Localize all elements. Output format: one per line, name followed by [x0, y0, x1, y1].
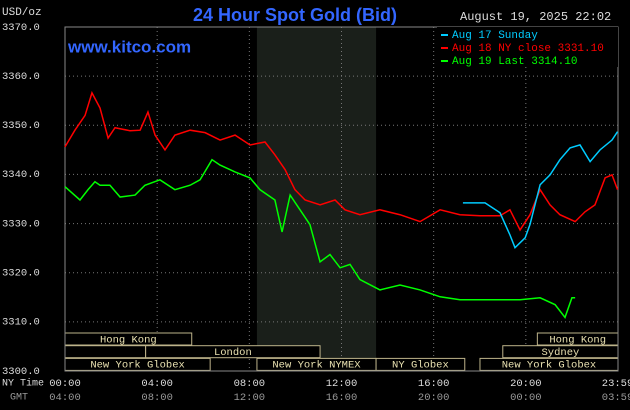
x-tick-label: 04:00: [141, 378, 173, 390]
x2-tick-label: 04:00: [49, 392, 81, 404]
watermark: www.kitco.com: [67, 37, 191, 56]
x2-row-label: GMT: [10, 393, 28, 404]
session-bar: [64, 345, 147, 359]
session-bar: [145, 345, 321, 359]
y-tick-label: 3330.0: [2, 218, 40, 230]
x-tick-label: 20:00: [510, 378, 542, 390]
y-tick-label: 3320.0: [2, 267, 40, 279]
x-tick-label: 08:00: [234, 378, 266, 390]
legend-entry: Aug 18 NY close 3331.10: [452, 43, 604, 55]
legend-entry: Aug 19 Last 3314.10: [452, 56, 577, 68]
session-label: New York Globex: [90, 360, 185, 372]
timestamp: August 19, 2025 22:02: [460, 10, 611, 24]
legend-box: [437, 27, 618, 67]
x2-tick-label: 12:00: [234, 392, 266, 404]
y-tick-label: 3300.0: [2, 366, 40, 378]
y-tick-label: 3370.0: [2, 22, 40, 34]
x-tick-label: 12:00: [326, 378, 358, 390]
x-tick-label: 00:00: [49, 378, 81, 390]
chart-title: 24 Hour Spot Gold (Bid): [193, 5, 397, 25]
x2-tick-label: 00:00: [510, 392, 542, 404]
x-tick-label: 16:00: [418, 378, 450, 390]
y-tick-label: 3340.0: [2, 169, 40, 181]
x2-tick-label: 20:00: [418, 392, 450, 404]
session-bar: [375, 357, 466, 371]
x-tick-label: 23:59: [602, 378, 630, 390]
price-line: [64, 158, 576, 319]
session-label: New York NYMEX: [272, 360, 361, 372]
y-tick-label: 3360.0: [2, 71, 40, 83]
price-line: [64, 90, 619, 232]
session-label: New York Globex: [502, 360, 597, 372]
session-label: London: [214, 347, 252, 359]
session-label: NY Globex: [392, 360, 449, 372]
y-tick-label: 3310.0: [2, 317, 40, 329]
x-row-label: NY Time: [2, 378, 44, 390]
x2-tick-label: 03:59: [602, 392, 630, 404]
session-label: Hong Kong: [549, 334, 606, 346]
session-label: Hong Kong: [100, 334, 157, 346]
legend-entry: Aug 17 Sunday: [452, 30, 538, 42]
shaded-session: [256, 27, 377, 371]
session-label: Sydney: [541, 347, 579, 359]
plot-frame: [64, 26, 619, 372]
x2-tick-label: 08:00: [141, 392, 173, 404]
y-tick-label: 3350.0: [2, 120, 40, 132]
y-axis-label: USD/oz: [2, 7, 42, 19]
x2-tick-label: 16:00: [326, 392, 358, 404]
price-line: [462, 131, 619, 249]
